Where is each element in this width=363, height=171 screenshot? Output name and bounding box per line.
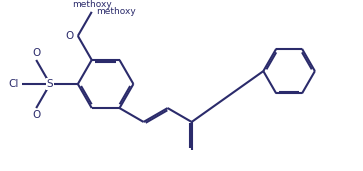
Text: O: O bbox=[32, 48, 40, 58]
Text: S: S bbox=[47, 79, 53, 89]
Text: O: O bbox=[32, 110, 40, 120]
Text: O: O bbox=[66, 31, 74, 41]
Text: methoxy: methoxy bbox=[72, 0, 111, 9]
Text: Cl: Cl bbox=[8, 79, 19, 89]
Text: methoxy: methoxy bbox=[96, 7, 135, 16]
